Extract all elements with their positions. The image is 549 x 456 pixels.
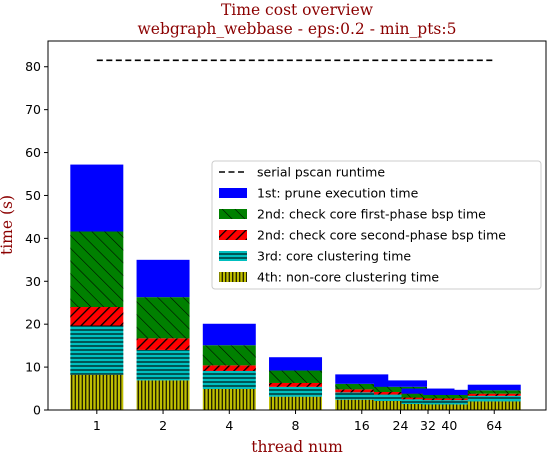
y-tick-label-80: 80 [25,59,41,74]
y-axis: 0 10 20 30 40 50 60 70 80 [25,59,48,418]
bar-4th-non-core-clustering-time-1-hatch [70,374,124,410]
bar-2nd-check-core-second-phase-bsp-time-1-hatch [70,307,124,326]
bar-2nd-check-core-second-phase-bsp-time-8-hatch [269,382,323,387]
bar-4th-non-core-clustering-time-24-hatch [374,400,428,410]
x-tick-label-4: 4 [225,418,233,433]
bar-1st-prune-execution-time-24 [374,380,428,387]
x-axis-label: thread num [251,438,343,456]
bar-2nd-check-core-first-phase-bsp-time-40-hatch [422,394,476,399]
x-tick-label-64: 64 [486,418,502,433]
bar-2nd-check-core-first-phase-bsp-time-24-hatch [374,386,428,392]
chart-title: Time cost overview [221,1,374,19]
y-tick-label-60: 60 [25,145,41,160]
bar-3rd-core-clustering-time-4-hatch [202,370,256,389]
x-tick-label-2: 2 [159,418,167,433]
legend-swatch-hatch-3rd-core-clustering-time [219,251,247,261]
bar-2nd-check-core-second-phase-bsp-time-24-hatch [374,391,428,395]
plot-frame [47,40,547,411]
y-tick-label-70: 70 [25,102,41,117]
bar-2nd-check-core-first-phase-bsp-time-1-hatch [70,231,124,308]
bar-1st-prune-execution-time-16 [335,374,389,384]
x-tick-label-16: 16 [354,418,370,433]
legend-swatch-1st-prune-execution-time [219,188,247,198]
bar-1st-prune-execution-time-4 [202,323,256,346]
legend-label-serial-pscan-runtime: serial pscan runtime [257,165,385,180]
legend-label-4th-non-core-clustering-time: 4th: non-core clustering time [257,270,439,285]
legend-label-2nd-check-core-first-phase-bsp-time: 2nd: check core first-phase bsp time [257,207,486,222]
y-axis-label: time (s) [0,195,16,255]
legend-swatch-hatch-4th-non-core-clustering-time [219,272,247,282]
x-tick-label-32: 32 [420,418,436,433]
bar-3rd-core-clustering-time-24-hatch [374,394,428,401]
bar-3rd-core-clustering-time-8-hatch [269,386,323,397]
y-tick-label-0: 0 [33,403,41,418]
legend-label-3rd-core-clustering-time: 3rd: core clustering time [257,249,411,264]
bar-2nd-check-core-first-phase-bsp-time-8-hatch [269,370,323,383]
bar-1st-prune-execution-time-40 [422,389,476,395]
chart-subtitle: webgraph_webbase - eps:0.2 - min_pts:5 [138,20,457,38]
legend-label-2nd-check-core-second-phase-bsp-time: 2nd: check core second-phase bsp time [257,228,506,243]
bar-4th-non-core-clustering-time-4-hatch [202,388,256,410]
legend-label-1st-prune-execution-time: 1st: prune execution time [257,186,419,201]
y-tick-label-30: 30 [25,274,41,289]
bar-1st-prune-execution-time-2 [136,259,190,298]
y-tick-label-40: 40 [25,231,41,246]
x-tick-label-40: 40 [441,418,457,433]
bar-1st-prune-execution-time-1 [70,164,124,232]
bar-3rd-core-clustering-time-40-hatch [422,400,476,405]
bar-2nd-check-core-second-phase-bsp-time-16-hatch [335,389,389,393]
x-tick-label-24: 24 [393,418,409,433]
bar-2nd-check-core-second-phase-bsp-time-40-hatch [422,398,476,401]
bar-2nd-check-core-first-phase-bsp-time-16-hatch [335,383,389,390]
x-axis: 1 2 4 8 16 24 32 40 64 [93,410,502,433]
x-tick-label-8: 8 [292,418,300,433]
y-tick-label-10: 10 [25,360,41,375]
bar-2nd-check-core-first-phase-bsp-time-64-hatch [467,390,521,394]
bar-3rd-core-clustering-time-2-hatch [136,349,190,381]
bar-4th-non-core-clustering-time-8-hatch [269,396,323,410]
y-tick-label-20: 20 [25,317,41,332]
legend-frame [211,160,542,290]
bar-1st-prune-execution-time-64 [467,384,521,391]
y-tick-label-50: 50 [25,188,41,203]
bar-4th-non-core-clustering-time-64-hatch [467,401,521,410]
bar-2nd-check-core-first-phase-bsp-time-4-hatch [202,345,256,366]
legend: serial pscan runtime 1st: prune execution… [211,160,542,290]
bar-3rd-core-clustering-time-64-hatch [467,395,521,402]
bar-3rd-core-clustering-time-16-hatch [335,392,389,400]
bar-2nd-check-core-second-phase-bsp-time-4-hatch [202,365,256,371]
bar-4th-non-core-clustering-time-40-hatch [422,404,476,410]
bar-2nd-check-core-second-phase-bsp-time-64-hatch [467,393,521,396]
bar-4th-non-core-clustering-time-2-hatch [136,380,190,410]
bar-4th-non-core-clustering-time-16-hatch [335,399,389,410]
legend-swatch-hatch-2nd-check-core-second-phase-bsp-time [219,230,247,240]
bar-2nd-check-core-second-phase-bsp-time-2-hatch [136,338,190,350]
x-tick-label-1: 1 [93,418,101,433]
legend-swatch-hatch-2nd-check-core-first-phase-bsp-time [219,209,247,219]
bars-layer [70,164,521,410]
bar-2nd-check-core-first-phase-bsp-time-2-hatch [136,297,190,339]
bar-3rd-core-clustering-time-1-hatch [70,325,124,375]
bar-1st-prune-execution-time-8 [269,357,323,371]
